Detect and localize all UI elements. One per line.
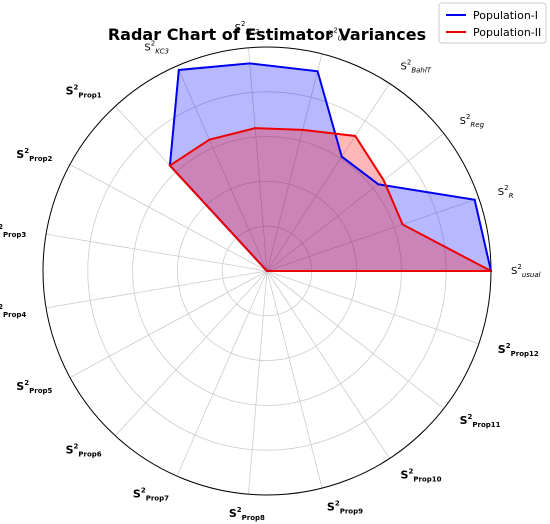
grid-spoke xyxy=(248,270,268,495)
axis-label-prop4: S2Prop4 xyxy=(0,303,26,319)
grid-spoke xyxy=(45,233,268,272)
grid-spoke xyxy=(266,270,479,345)
grid-spoke xyxy=(176,65,268,272)
axis-label-prop9: S2Prop9 xyxy=(327,500,363,516)
grid-spoke xyxy=(69,270,268,378)
axis-label-prop3: S2Prop3 xyxy=(0,223,26,239)
axis-label-usual: S2usual xyxy=(511,263,541,279)
grid-spoke xyxy=(266,53,323,272)
axis-label-r: S2R xyxy=(498,184,514,200)
legend-label-population-1: Population-I xyxy=(473,9,538,22)
series-area-population-1 xyxy=(169,63,491,271)
axis-label-bahlt: S2BahlT xyxy=(401,59,432,75)
axis-label-prop2: S2Prop2 xyxy=(16,147,52,163)
grid-spoke xyxy=(266,197,479,272)
grid-spoke xyxy=(114,270,268,437)
legend: Population-I Population-II xyxy=(438,2,547,44)
grid-spoke xyxy=(266,270,390,459)
axis-label-prop1: S2Prop1 xyxy=(66,84,102,100)
axis-labels: S2usual S2R S2Reg S2BahlT S2US S2KC2 S2KC3 S2Pr… xyxy=(0,20,541,522)
axis-label-prop11: S2Prop11 xyxy=(460,413,501,429)
axis-label-prop7: S2Prop7 xyxy=(133,486,169,502)
grid-spoke xyxy=(248,47,268,272)
grid-spoke xyxy=(266,270,445,409)
grid-spoke xyxy=(176,270,268,477)
grid-spoke xyxy=(266,270,323,489)
chart-title: Radar Chart of Estimator Variances xyxy=(108,25,426,44)
series-line-population-2 xyxy=(168,127,492,272)
legend-label-population-2: Population-II xyxy=(473,26,541,39)
axis-label-us: S2US xyxy=(327,27,348,43)
axis-label-prop6: S2Prop6 xyxy=(66,443,102,459)
grid-spoke xyxy=(266,83,390,272)
series-layer xyxy=(168,62,493,272)
axis-label-prop10: S2Prop10 xyxy=(401,467,442,483)
grid-spoke xyxy=(69,164,268,272)
axis-label-kc3: S2KC3 xyxy=(144,40,169,56)
grid-spoke xyxy=(45,270,268,309)
series-area-population-2 xyxy=(169,128,491,271)
axis-label-reg: S2Reg xyxy=(460,113,485,129)
axis-label-prop8: S2Prop8 xyxy=(229,506,265,522)
axis-label-kc2: S2KC2 xyxy=(235,20,260,36)
axis-label-prop12: S2Prop12 xyxy=(498,342,539,358)
axis-label-prop5: S2Prop5 xyxy=(16,379,52,395)
grid-spoke xyxy=(266,133,445,272)
